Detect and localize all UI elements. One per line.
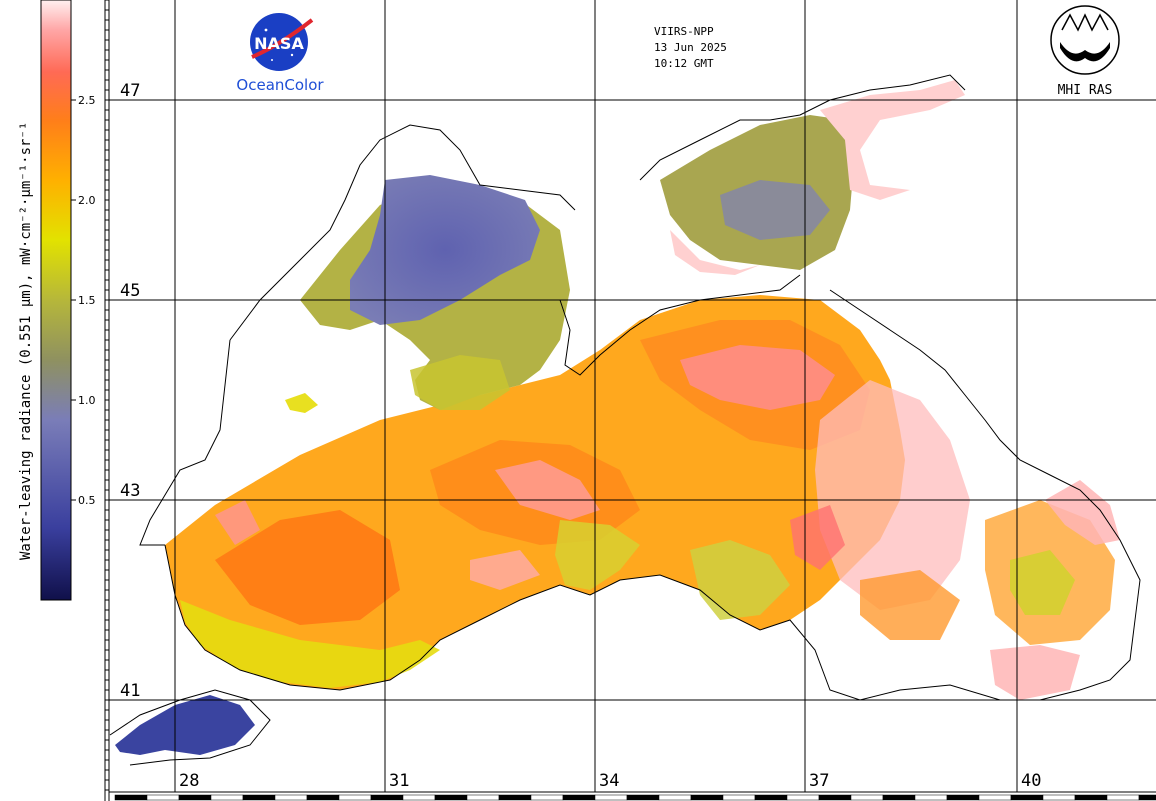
- sea-se-pink: [1045, 480, 1120, 545]
- nasa-logo: NASA OceanColor: [236, 13, 324, 94]
- colorbar-title: Water-leaving radiance (0.551 µm), mW·cm…: [18, 122, 34, 560]
- coastline-crimea: [559, 274, 801, 376]
- colorbar: 2.5 2.0 1.5 1.0 0.5 Water-leaving radiance (…: [18, 0, 96, 601]
- bottom-ruler: [109, 791, 1156, 801]
- colorbar-ticks: 2.5 2.0 1.5 1.0 0.5: [71, 94, 96, 507]
- header-info: VIIRS-NPP 13 Jun 2025 10:12 GMT: [654, 25, 727, 70]
- colorbar-tick-label: 1.0: [78, 394, 96, 407]
- colorbar-tick-label: 2.0: [78, 194, 96, 207]
- sea-pink-patch: [680, 345, 835, 410]
- sea-azov-pink: [820, 80, 965, 200]
- longitude-label: 31: [389, 771, 409, 791]
- longitude-label: 28: [179, 771, 199, 791]
- mhi-logo: MHI RAS: [1050, 5, 1120, 98]
- sea-pink-patch-2: [495, 460, 600, 520]
- coastline-marmara: [109, 689, 271, 766]
- sea-yellow-patch: [285, 393, 318, 413]
- sea-yellow-south: [180, 600, 440, 688]
- colorbar-gradient: [40, 0, 72, 601]
- latitude-labels: 47 45 43 41: [120, 81, 140, 701]
- sea-south-yellow-patch: [690, 540, 790, 620]
- sea-yellow-south-2: [555, 520, 640, 590]
- sea-azov-blue: [720, 180, 830, 240]
- coastline-nw: [229, 124, 576, 341]
- longitude-label: 37: [809, 771, 829, 791]
- left-ruler: [104, 0, 110, 801]
- longitude-label: 34: [599, 771, 619, 791]
- nasa-logo-text: NASA: [254, 34, 304, 53]
- sea-marmara: [115, 695, 255, 755]
- latitude-label: 45: [120, 281, 140, 301]
- sea-se-pink-south: [990, 645, 1080, 700]
- colorbar-tick-label: 2.5: [78, 94, 96, 107]
- sea-pink-patch-4: [470, 550, 540, 590]
- nasa-oceancolor-label: OceanColor: [236, 76, 324, 94]
- latitude-label: 43: [120, 481, 140, 501]
- sea-pink-patch-3: [215, 500, 260, 545]
- date-label: 13 Jun 2025: [654, 41, 727, 54]
- sea-blue-nw: [350, 175, 540, 325]
- sea-se-yellow: [1010, 550, 1075, 615]
- latitude-label: 47: [120, 81, 140, 101]
- mhi-wave-icon: [1061, 13, 1109, 32]
- sea-east-orange: [860, 570, 960, 640]
- mhi-ras-label: MHI RAS: [1058, 83, 1113, 98]
- longitude-labels: 28 31 34 37 40: [179, 771, 1041, 791]
- colorbar-tick-label: 0.5: [78, 494, 96, 507]
- sensor-label: VIIRS-NPP: [654, 25, 714, 38]
- sea-data: [115, 80, 1120, 755]
- sea-dark-orange-eddy: [215, 510, 400, 625]
- sea-east-pink: [815, 380, 970, 610]
- sea-east-red-patch: [790, 505, 845, 570]
- coastline-azov: [639, 74, 966, 181]
- longitude-label: 40: [1021, 771, 1041, 791]
- sea-yellow-crimea-west: [410, 355, 510, 410]
- nasa-swoosh-icon: [251, 18, 314, 59]
- time-label: 10:12 GMT: [654, 57, 714, 70]
- sea-azov-pink-south: [670, 230, 760, 275]
- latitude-label: 41: [120, 681, 140, 701]
- colorbar-tick-label: 1.5: [78, 294, 96, 307]
- lat-lon-grid: [109, 0, 1156, 792]
